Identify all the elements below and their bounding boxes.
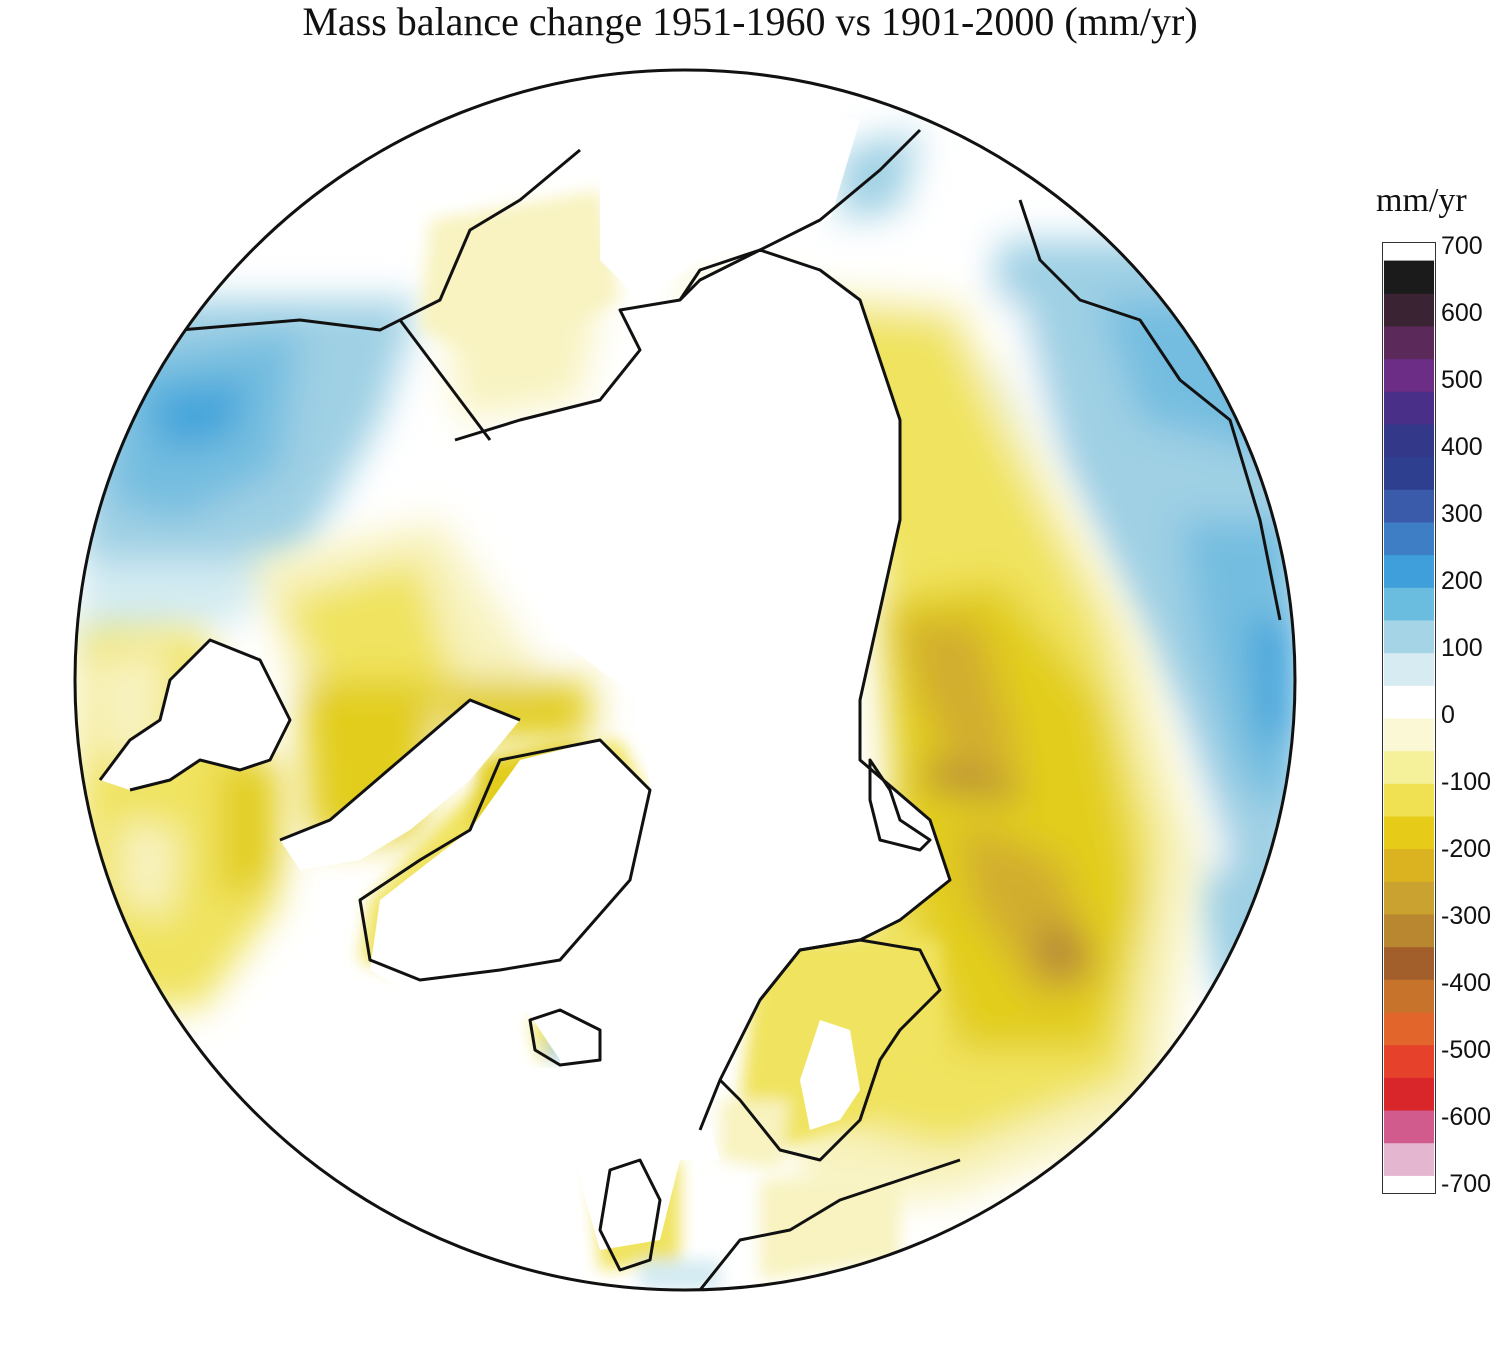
europe-coastline: [698, 1158, 961, 1290]
bering-sea: [600, 90, 860, 300]
legend-color-band: [1383, 1110, 1435, 1144]
legend-color-band: [1383, 391, 1435, 425]
legend-color-band: [1383, 652, 1435, 686]
legend-color-band: [1383, 685, 1435, 719]
legend-tick-label: -300: [1441, 901, 1492, 930]
arctic-ocean: [370, 250, 950, 1160]
legend-color-band: [1383, 587, 1435, 621]
legend-color-band: [1383, 1077, 1435, 1111]
coastlines: [98, 128, 1282, 1290]
siberia-coastline: [678, 128, 922, 301]
east-siberia-coastline: [1018, 199, 1282, 621]
legend-color-band: [1383, 456, 1435, 490]
legend-unit: mm/yr: [1376, 182, 1467, 219]
alaska-coastline: [179, 148, 581, 332]
legend-tick-label: 0: [1441, 700, 1455, 729]
legend-tick-label: 600: [1441, 298, 1483, 327]
legend-color-band: [1383, 718, 1435, 752]
iceland-coastline: [528, 1008, 602, 1067]
greenland-coastline: [358, 738, 652, 982]
baffin-coastline: [279, 698, 521, 842]
legend-color-band: [1383, 914, 1435, 948]
legend-color-band: [1383, 358, 1435, 392]
legend-color-band: [1383, 619, 1435, 654]
legend-tick-label: 200: [1441, 566, 1483, 595]
legend-tick-label: -100: [1441, 767, 1492, 796]
hudson-bay-coastline: [98, 638, 292, 792]
legend-color-band: [1383, 946, 1435, 980]
legend-color-band: [1383, 783, 1435, 817]
legend-tick-label: -700: [1441, 1169, 1492, 1198]
legend-colorbar: [1382, 242, 1436, 1194]
alaska-canada-border: [398, 319, 492, 441]
baffin-bay: [280, 700, 520, 870]
legend-color-band: [1383, 521, 1435, 556]
legend-color-band: [1383, 554, 1435, 588]
legend-color-band: [1383, 1044, 1435, 1078]
legend-tick-label: -200: [1441, 834, 1492, 863]
legend-tick-label: 300: [1441, 499, 1483, 528]
legend-color-band: [1383, 293, 1435, 327]
legend-color-band: [1383, 816, 1435, 850]
map-title: Mass balance change 1951-1960 vs 1901-20…: [302, 0, 1198, 44]
north-atlantic: [560, 1060, 720, 1250]
legend-tick-label: 400: [1441, 432, 1483, 461]
scandinavia-coastline: [718, 938, 942, 1162]
legend-tick-label: 500: [1441, 365, 1483, 394]
legend-tick-label: 700: [1441, 232, 1483, 260]
legend-color-band: [1383, 1012, 1435, 1046]
legend-tick-label: -400: [1441, 968, 1492, 997]
legend-tick-label: -500: [1441, 1035, 1492, 1064]
legend-color-band: [1383, 881, 1435, 915]
legend-color-band: [1383, 979, 1435, 1013]
legend-color-band: [1383, 325, 1435, 360]
legend-tick-label: -600: [1441, 1102, 1492, 1131]
legend-tick-label: 100: [1441, 633, 1483, 662]
legend-color-band: [1383, 848, 1435, 882]
british-isles-coastline: [598, 1158, 662, 1272]
legend-color-band: [1383, 750, 1435, 784]
legend-color-band: [1383, 1142, 1435, 1176]
legend-color-band: [1383, 489, 1435, 523]
novaya-zemlya: [868, 758, 932, 852]
legend-color-band: [1383, 260, 1435, 294]
legend-color-band: [1383, 423, 1435, 458]
baltic-sea: [800, 1020, 860, 1130]
globe-outline: [73, 68, 1297, 1292]
hudson-bay: [100, 640, 290, 790]
